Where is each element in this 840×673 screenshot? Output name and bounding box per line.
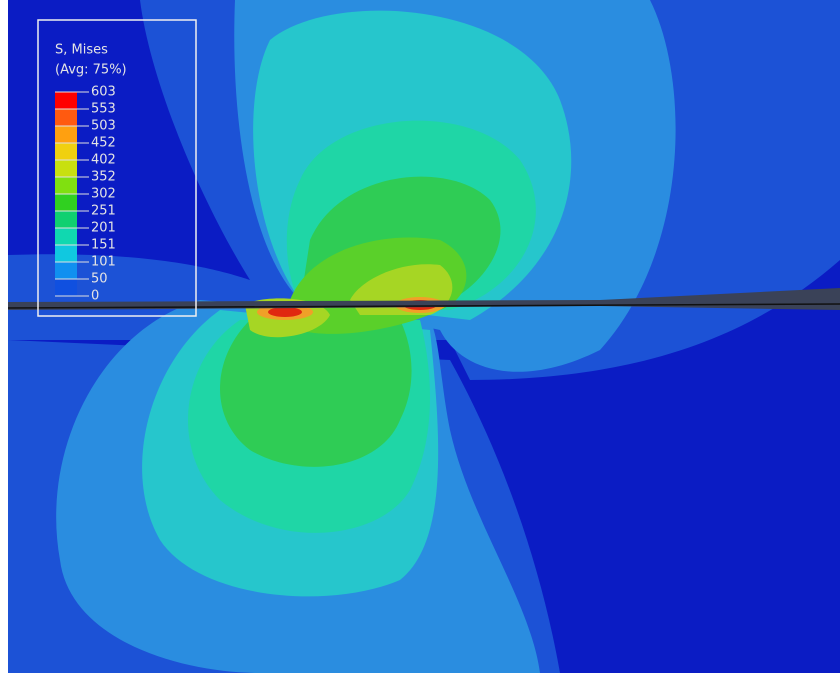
legend-swatch (55, 126, 77, 143)
legend-title: S, Mises (55, 43, 108, 58)
legend: S, Mises (Avg: 75%) 603 553 503 452 402 352 30… (37, 19, 197, 317)
legend-swatch (55, 109, 77, 126)
legend-level: 402 (91, 153, 116, 168)
legend-level: 553 (91, 102, 116, 117)
legend-swatch (55, 160, 77, 177)
legend-swatch (55, 143, 77, 160)
legend-level: 603 (91, 85, 116, 100)
legend-swatch (55, 228, 77, 245)
legend-level: 0 (91, 289, 99, 304)
legend-level: 251 (91, 204, 116, 219)
legend-swatch (55, 92, 77, 109)
legend-level: 151 (91, 238, 116, 253)
legend-level: 452 (91, 136, 116, 151)
legend-level: 201 (91, 221, 116, 236)
legend-level: 352 (91, 170, 116, 185)
legend-level: 503 (91, 119, 116, 134)
legend-swatch (55, 262, 77, 279)
legend-subtitle: (Avg: 75%) (55, 63, 127, 78)
legend-frame (37, 19, 197, 317)
legend-level: 101 (91, 255, 116, 270)
legend-swatch (55, 194, 77, 211)
legend-swatch (55, 177, 77, 194)
legend-level: 302 (91, 187, 116, 202)
contour-field (7, 0, 840, 673)
legend-swatch (55, 211, 77, 228)
legend-swatch (55, 279, 77, 296)
legend-level: 50 (91, 272, 108, 287)
legend-swatch (55, 245, 77, 262)
